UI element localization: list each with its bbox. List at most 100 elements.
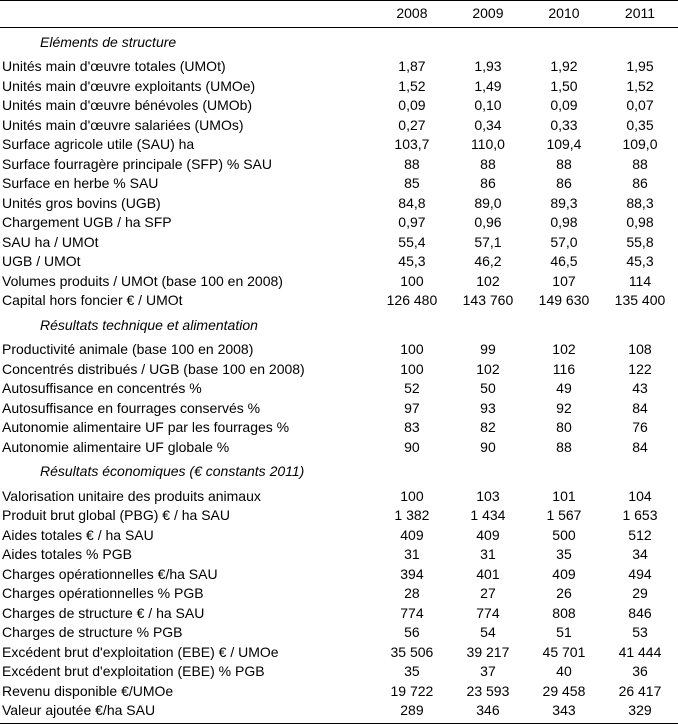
cell-value: 46,2 — [450, 252, 526, 272]
cell-value: 135 400 — [602, 291, 678, 311]
cell-value: 0,10 — [450, 96, 526, 116]
table-row: Unités main d'œuvre salariées (UMOs)0,27… — [0, 116, 678, 136]
cell-value: 494 — [602, 565, 678, 585]
table-row: Charges opérationnelles €/ha SAU39440140… — [0, 565, 678, 585]
cell-value: 97 — [374, 399, 450, 419]
row-label: Unités main d'œuvre exploitants (UMOe) — [0, 77, 374, 97]
cell-value: 500 — [526, 526, 602, 546]
cell-value: 26 417 — [602, 682, 678, 702]
table-row: Surface en herbe % SAU85868686 — [0, 174, 678, 194]
cell-value: 774 — [374, 604, 450, 624]
cell-value: 86 — [526, 174, 602, 194]
cell-value: 31 — [374, 545, 450, 565]
cell-value: 109,4 — [526, 135, 602, 155]
section-tech: Résultats technique et alimentation — [0, 311, 678, 341]
row-label: Surface fourragère principale (SFP) % SA… — [0, 155, 374, 175]
cell-value: 143 760 — [450, 291, 526, 311]
cell-value: 88,3 — [602, 194, 678, 214]
cell-value: 0,09 — [526, 96, 602, 116]
cell-value: 107 — [526, 272, 602, 292]
cell-value: 0,98 — [526, 213, 602, 233]
cell-value: 774 — [450, 604, 526, 624]
row-label: Volumes produits / UMOt (base 100 en 200… — [0, 272, 374, 292]
cell-value: 36 — [602, 662, 678, 682]
table-row: Autonomie alimentaire UF par les fourrag… — [0, 418, 678, 438]
row-label: Aides totales % PGB — [0, 545, 374, 565]
cell-value: 29 458 — [526, 682, 602, 702]
cell-value: 27 — [450, 584, 526, 604]
cell-value: 122 — [602, 360, 678, 380]
cell-value: 88 — [450, 155, 526, 175]
cell-value: 93 — [450, 399, 526, 419]
row-label: Capital hors foncier € / UMOt — [0, 291, 374, 311]
cell-value: 1,49 — [450, 77, 526, 97]
cell-value: 55,4 — [374, 233, 450, 253]
cell-value: 409 — [526, 565, 602, 585]
cell-value: 1 434 — [450, 506, 526, 526]
table-row: Chargement UGB / ha SFP0,970,960,980,98 — [0, 213, 678, 233]
cell-value: 50 — [450, 379, 526, 399]
cell-value: 82 — [450, 418, 526, 438]
row-label: Charges de structure % PGB — [0, 623, 374, 643]
cell-value: 116 — [526, 360, 602, 380]
cell-value: 37 — [450, 662, 526, 682]
cell-value: 84 — [602, 399, 678, 419]
row-label: Productivité animale (base 100 en 2008) — [0, 340, 374, 360]
row-label: Excédent brut d'exploitation (EBE) % PGB — [0, 662, 374, 682]
row-label: Autonomie alimentaire UF par les fourrag… — [0, 418, 374, 438]
cell-value: 103,7 — [374, 135, 450, 155]
cell-value: 86 — [450, 174, 526, 194]
cell-value: 45,3 — [374, 252, 450, 272]
cell-value: 84 — [602, 438, 678, 458]
cell-value: 1,95 — [602, 57, 678, 77]
cell-value: 86 — [602, 174, 678, 194]
cell-value: 0,34 — [450, 116, 526, 136]
cell-value: 90 — [450, 438, 526, 458]
cell-value: 0,27 — [374, 116, 450, 136]
header-blank — [0, 1, 374, 28]
cell-value: 23 593 — [450, 682, 526, 702]
cell-value: 101 — [526, 487, 602, 507]
cell-value: 1,50 — [526, 77, 602, 97]
cell-value: 346 — [450, 701, 526, 723]
cell-value: 88 — [374, 155, 450, 175]
cell-value: 55,8 — [602, 233, 678, 253]
cell-value: 100 — [374, 340, 450, 360]
cell-value: 39 217 — [450, 643, 526, 663]
row-label: Surface en herbe % SAU — [0, 174, 374, 194]
cell-value: 1 567 — [526, 506, 602, 526]
cell-value: 56 — [374, 623, 450, 643]
col-2011: 2011 — [602, 1, 678, 28]
cell-value: 40 — [526, 662, 602, 682]
cell-value: 329 — [602, 701, 678, 723]
row-label: Unités gros bovins (UGB) — [0, 194, 374, 214]
col-2009: 2009 — [450, 1, 526, 28]
cell-value: 89,0 — [450, 194, 526, 214]
table-row: Valeur ajoutée €/ha SAU289346343329 — [0, 701, 678, 723]
table-row: Charges de structure € / ha SAU774774808… — [0, 604, 678, 624]
cell-value: 0,35 — [602, 116, 678, 136]
cell-value: 103 — [450, 487, 526, 507]
table-row: Unités main d'œuvre bénévoles (UMOb)0,09… — [0, 96, 678, 116]
cell-value: 49 — [526, 379, 602, 399]
row-label: SAU ha / UMOt — [0, 233, 374, 253]
cell-value: 90 — [374, 438, 450, 458]
cell-value: 0,96 — [450, 213, 526, 233]
col-2008: 2008 — [374, 1, 450, 28]
section-structure: Eléments de structure — [0, 27, 678, 57]
cell-value: 84,8 — [374, 194, 450, 214]
cell-value: 28 — [374, 584, 450, 604]
table-row: Excédent brut d'exploitation (EBE) % PGB… — [0, 662, 678, 682]
cell-value: 53 — [602, 623, 678, 643]
cell-value: 100 — [374, 272, 450, 292]
cell-value: 80 — [526, 418, 602, 438]
cell-value: 100 — [374, 487, 450, 507]
table-row: Charges de structure % PGB56545153 — [0, 623, 678, 643]
cell-value: 0,33 — [526, 116, 602, 136]
cell-value: 0,07 — [602, 96, 678, 116]
cell-value: 1 653 — [602, 506, 678, 526]
table-row: Autonomie alimentaire UF globale %909088… — [0, 438, 678, 458]
row-label: Unités main d'œuvre salariées (UMOs) — [0, 116, 374, 136]
row-label: Concentrés distribués / UGB (base 100 en… — [0, 360, 374, 380]
section-econ: Résultats économiques (€ constants 2011) — [0, 457, 678, 487]
